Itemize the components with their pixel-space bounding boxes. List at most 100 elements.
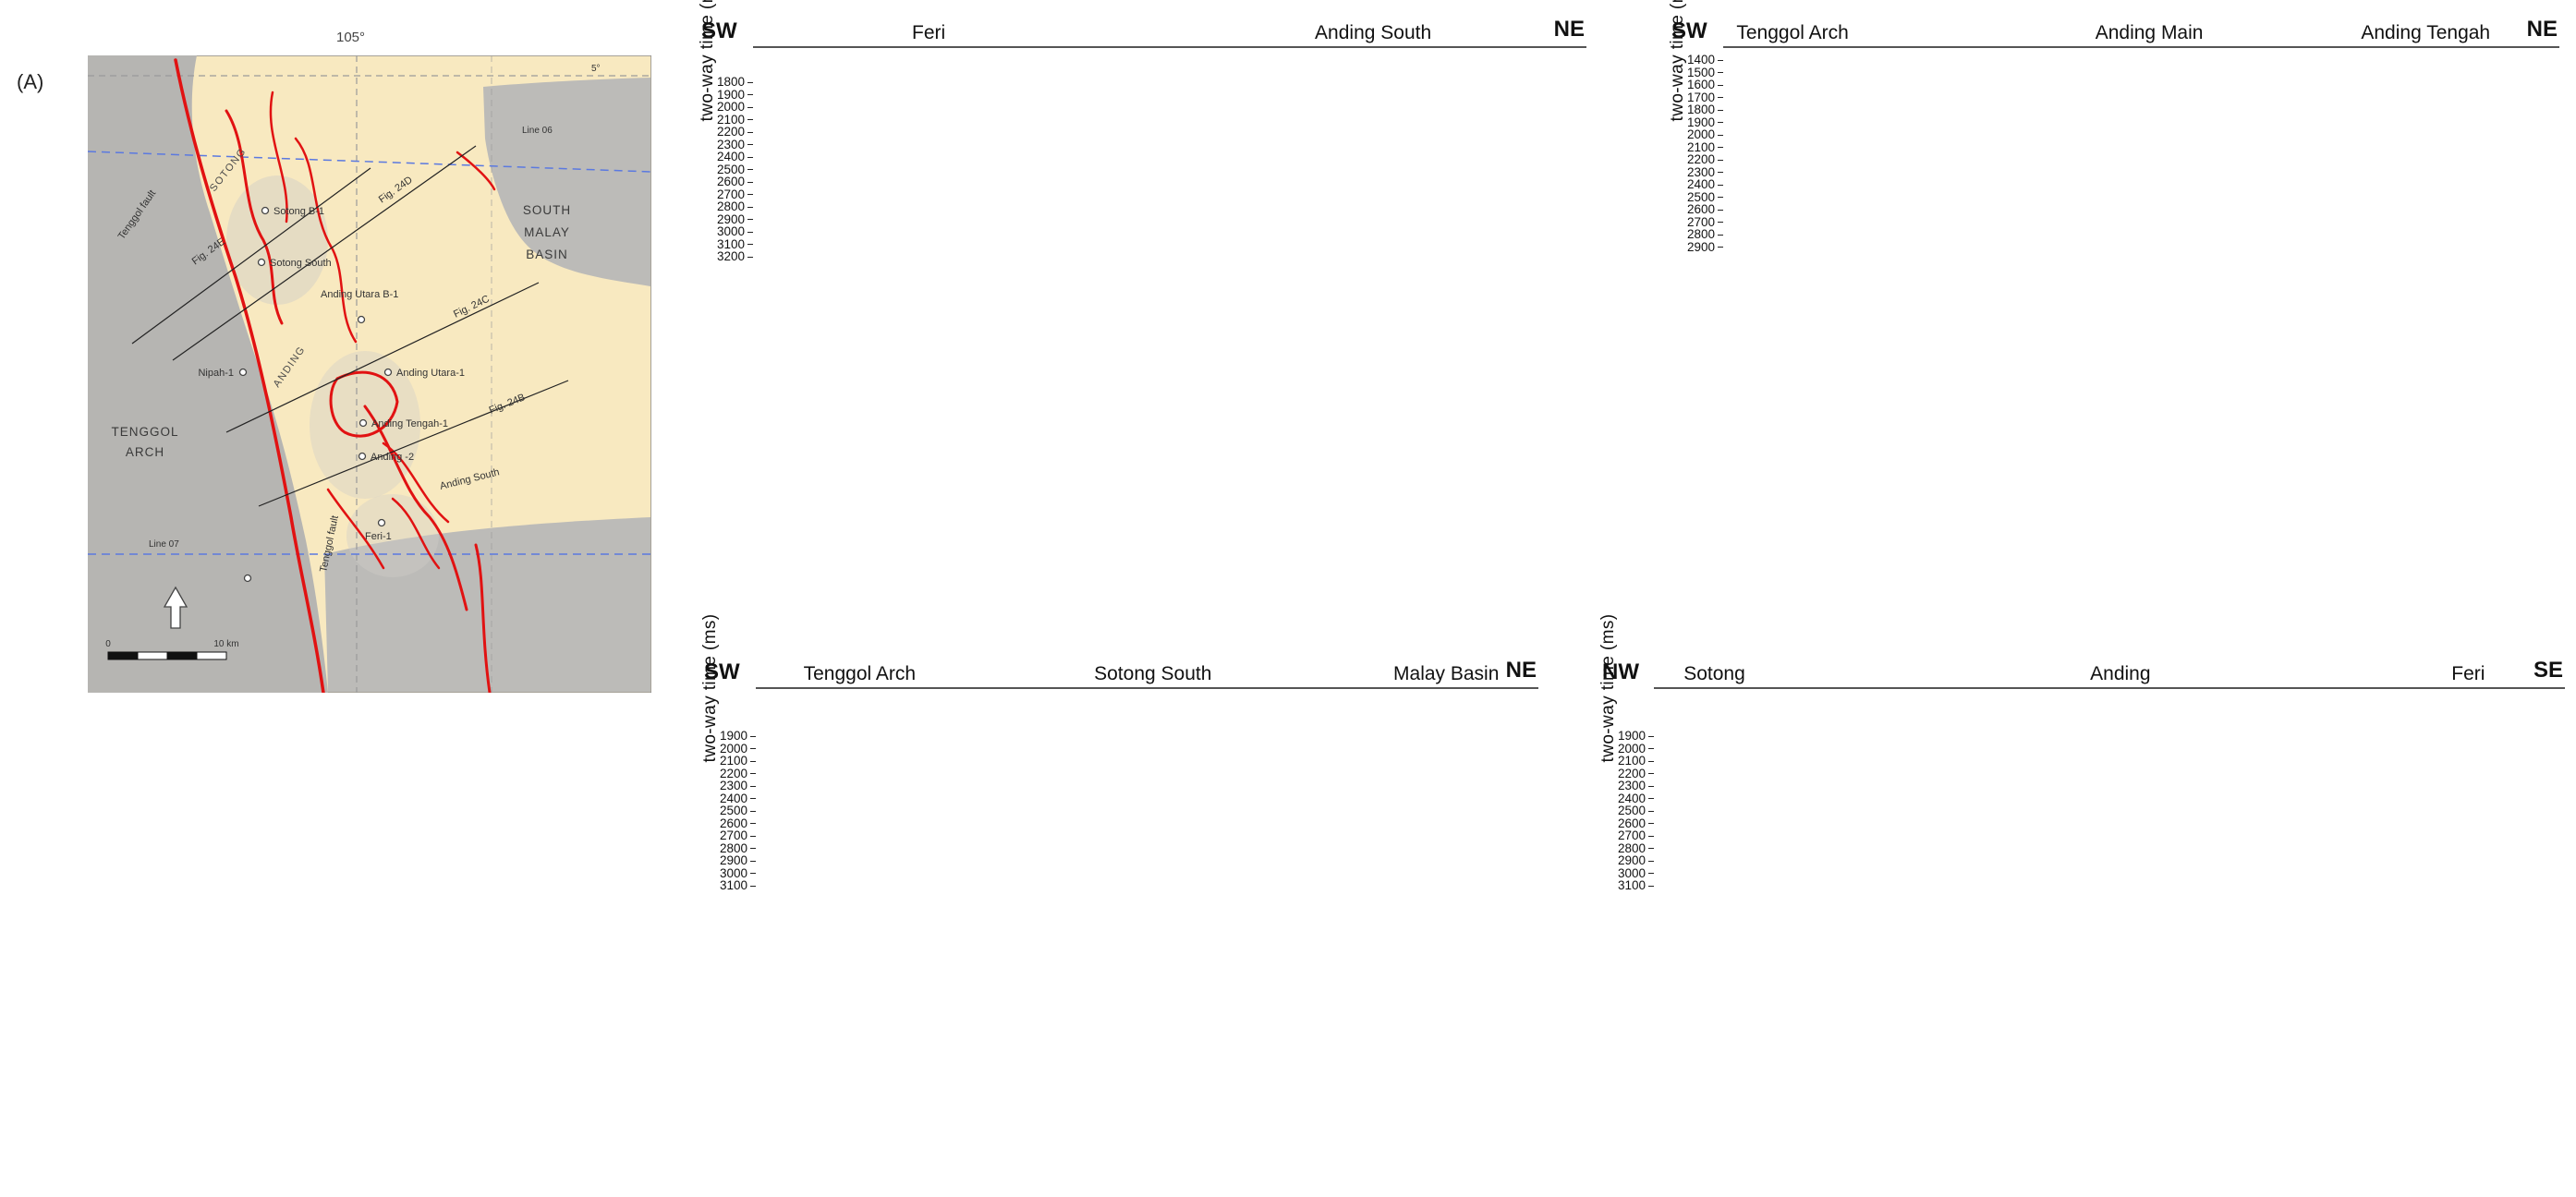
y-axis-tick-label: 2700	[720, 829, 757, 842]
seismic-plot-b: Tenggol F. (B) 0 2 5 km	[753, 46, 1586, 48]
seismic-plot-c: Tenggol F. (C) 0 3 5 km	[1723, 46, 2559, 48]
y-axis-ticks: 1900 2000 2100 2200 2300 2400 2500 2600 2700 2800…	[713, 687, 757, 891]
structure-label-feri: Feri	[2451, 663, 2485, 684]
y-axis-tick-label: 2000	[717, 101, 754, 114]
y-axis-tick-label: 1500	[1687, 66, 1724, 79]
y-axis-tick-label: 2900	[717, 212, 754, 226]
y-axis: two-way time (ms) 1400 1500 1600 1700 1800 19…	[1668, 0, 1724, 253]
y-axis-tick-label: 2600	[720, 816, 757, 830]
panel-d-body: two-way time (ms) 1900 2000 2100 2200 2300 24…	[700, 614, 1538, 891]
y-axis-tick-label: 3000	[1618, 866, 1655, 880]
map-frame: Fig. 24E Fig. 24D Fig. 24C Fig. 24B Soto…	[88, 55, 651, 693]
well-label-anding-utara1: Anding Utara-1	[396, 368, 465, 379]
y-axis-tick-label: 3100	[720, 879, 757, 892]
y-axis: two-way time (ms) 1800 1900 2000 2100 2200 23…	[698, 0, 754, 262]
y-axis-tick-label: 3000	[717, 225, 754, 238]
y-axis-ticks: 1800 1900 2000 2100 2200 2300 2400 2500 2600 2700…	[711, 46, 754, 262]
structure-label-anding-south: Anding South	[1315, 22, 1432, 43]
longitude-label: 105°	[336, 30, 366, 45]
panel-b-body: two-way time (ms) 1800 1900 2000 2100 2200 23…	[698, 0, 1586, 262]
structure-label-anding-main: Anding Main	[2095, 22, 2204, 43]
y-axis-tick-label: 1400	[1687, 54, 1724, 66]
y-axis-tick-label: 2900	[720, 854, 757, 867]
structure-label-sotong-south: Sotong South	[1094, 663, 1212, 684]
y-axis-tick-label: 2300	[1618, 780, 1655, 792]
seismic-plot-d: Tenggol F. (D) 0 2 5 km	[756, 687, 1538, 689]
region-label-basin: BASIN	[526, 248, 568, 261]
well-label-feri1: Feri-1	[365, 531, 392, 542]
y-axis-tick-label: 2100	[1687, 140, 1724, 154]
panel-c-header: SW Tenggol Arch Anding Main Anding Tenga…	[1668, 17, 2559, 46]
y-axis-tick-label: 2100	[1618, 755, 1655, 768]
direction-left: NW	[1602, 659, 1639, 684]
structure-label-anding-tengah: Anding Tengah	[2361, 22, 2491, 43]
region-label-malay: MALAY	[524, 225, 570, 239]
y-axis-tick-label: 1900	[720, 730, 757, 743]
y-axis-tick-label: 2500	[720, 804, 757, 817]
y-axis-tick-label: 2400	[1618, 792, 1655, 805]
structure-label-tenggol-arch: Tenggol Arch	[803, 663, 917, 684]
y-axis-tick-label: 2600	[1687, 203, 1724, 216]
direction-left: SW	[1671, 18, 1707, 43]
y-axis-tick-label: 2700	[1618, 829, 1655, 842]
y-axis-tick-label: 2100	[720, 755, 757, 768]
map-section-lines	[131, 145, 569, 507]
y-axis-tick-label: 3100	[717, 237, 754, 251]
north-arrow	[163, 586, 188, 629]
y-axis-tick-label: 1900	[717, 88, 754, 102]
y-axis: two-way time (ms) 1900 2000 2100 2200 2300 24…	[1598, 614, 1655, 891]
y-axis: two-way time (ms) 1900 2000 2100 2200 2300 24…	[700, 614, 757, 891]
y-axis-tick-label: 2700	[717, 187, 754, 201]
structure-label-sotong: Sotong	[1683, 663, 1745, 684]
panel-e-body: two-way time (ms) 1900 2000 2100 2200 2300 24…	[1598, 614, 2565, 891]
well-label-sotong-south: Sotong South	[270, 258, 332, 269]
y-axis-ticks: 1900 2000 2100 2200 2300 2400 2500 2600 2700 2800…	[1611, 687, 1655, 891]
y-axis-tick-label: 2600	[717, 175, 754, 188]
structure-label-tenggol-arch: Tenggol Arch	[1736, 22, 1849, 43]
structure-label-malay-basin: Malay Basin	[1393, 663, 1500, 684]
y-axis-tick-label: 2000	[1618, 742, 1655, 756]
y-axis-tick-label: 1900	[1687, 115, 1724, 129]
y-axis-tick-label: 2700	[1687, 215, 1724, 229]
y-axis-tick-label: 1800	[717, 76, 754, 89]
panel-c-body: two-way time (ms) 1400 1500 1600 1700 1800 19…	[1668, 0, 2559, 253]
structure-label-feri: Feri	[912, 22, 946, 43]
y-axis-ticks: 1400 1500 1600 1700 1800 1900 2000 2100 2200 2300…	[1681, 46, 1724, 253]
map-seismic-lines	[88, 151, 651, 555]
y-axis-tick-label: 2500	[1687, 190, 1724, 204]
y-axis-tick-label: 2200	[717, 126, 754, 139]
y-axis-tick-label: 2500	[717, 163, 754, 176]
panel-label-a: (A)	[17, 70, 44, 93]
panel-b: SW Feri Anding South NE two-way time (ms…	[698, 0, 1586, 647]
y-axis-tick-label: 3200	[717, 250, 754, 263]
y-axis-tick-label: 2800	[720, 841, 757, 855]
y-axis-tick-label: 2300	[1687, 165, 1724, 179]
region-label-arch: ARCH	[126, 445, 164, 459]
y-axis-tick-label: 2100	[717, 113, 754, 127]
y-axis-tick-label: 2300	[717, 138, 754, 151]
seismic-plot-e: (E) 0 2 5 km	[1654, 687, 2565, 689]
y-axis-tick-label: 3100	[1618, 879, 1655, 892]
line07-label: Line 07	[149, 539, 179, 550]
y-axis-tick-label: 2900	[1618, 854, 1655, 867]
y-axis-tick-label: 2000	[720, 742, 757, 756]
map-scale-end: 10 km	[213, 639, 238, 649]
well-label-anding-utara-b1: Anding Utara B-1	[321, 289, 398, 300]
region-label-south: SOUTH	[523, 203, 571, 217]
y-axis-tick-label: 2200	[720, 767, 757, 780]
y-axis-tick-label: 2400	[1687, 178, 1724, 191]
y-axis-tick-label: 2800	[1687, 228, 1724, 241]
direction-right: NE	[1553, 17, 1585, 42]
direction-right: NE	[2526, 17, 2558, 42]
well-label-sotong-b1: Sotong B-1	[273, 206, 324, 217]
y-axis-tick-label: 2200	[1687, 153, 1724, 166]
line06-label: Line 06	[522, 126, 553, 136]
y-axis-tick-label: 2400	[720, 792, 757, 805]
y-axis-tick-label: 1900	[1618, 730, 1655, 743]
y-axis-tick-label: 3000	[720, 866, 757, 880]
well-markers	[238, 206, 393, 583]
y-axis-tick-label: 2500	[1618, 804, 1655, 817]
panel-b-header: SW Feri Anding South NE	[698, 17, 1586, 46]
y-axis-tick-label: 2400	[717, 151, 754, 163]
well-label-anding2: Anding -2	[371, 452, 414, 463]
